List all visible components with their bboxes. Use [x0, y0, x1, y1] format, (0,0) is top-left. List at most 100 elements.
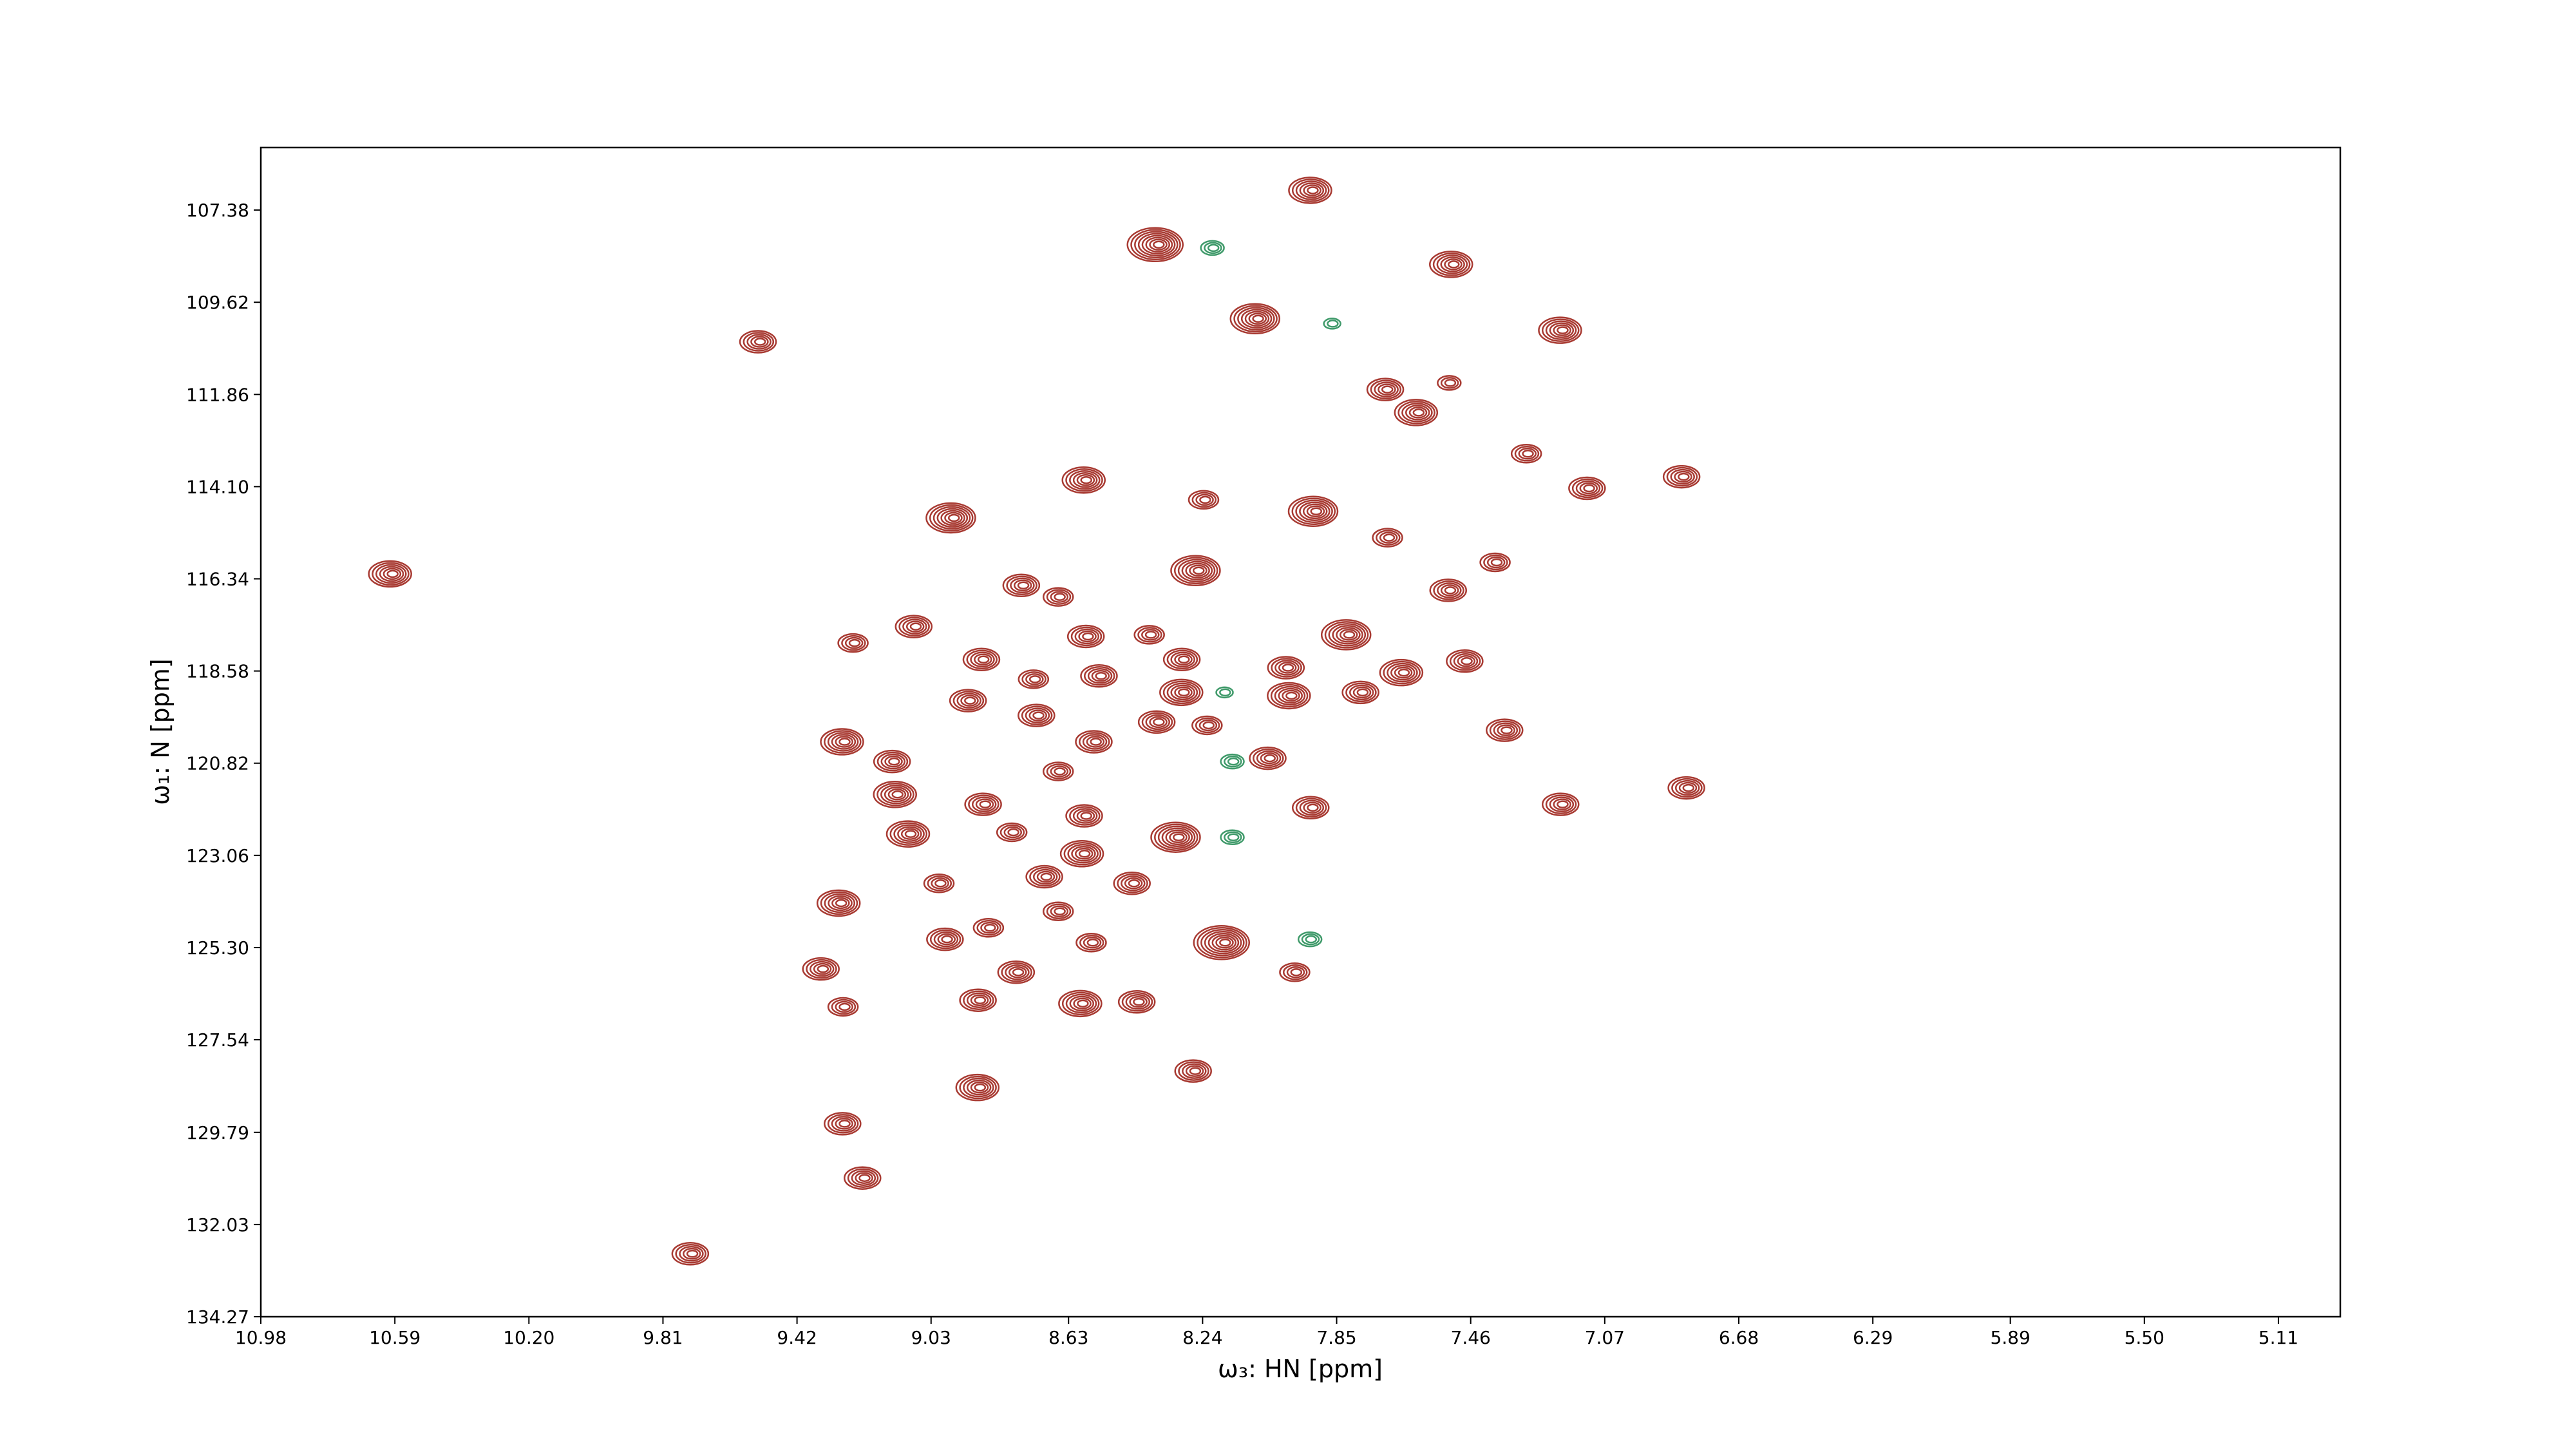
contour-ring [1195, 717, 1220, 734]
contour-ring [1032, 868, 1058, 885]
contour-ring [966, 1079, 992, 1096]
contour-ring [876, 783, 914, 807]
contour-ring [1080, 664, 1118, 688]
contour-ring [895, 615, 933, 638]
contour-ring [1029, 866, 1061, 887]
contour-ring [1124, 877, 1143, 890]
contour-ring [1178, 1061, 1209, 1081]
contour-ring [1149, 716, 1168, 729]
contour-ring [1174, 686, 1193, 699]
contour-ring [1575, 480, 1601, 497]
contour-ring [1307, 186, 1319, 195]
contour-ring [1084, 666, 1115, 686]
contour-ring [1144, 631, 1157, 639]
contour-ring [1557, 800, 1569, 808]
contour-ring [964, 792, 1002, 816]
contour-ring [1433, 580, 1464, 600]
contour-ring [1383, 533, 1396, 542]
contour-ring [1009, 966, 1027, 979]
contour-ring [1086, 939, 1099, 947]
x-tick-label: 10.20 [503, 1327, 554, 1348]
x-tick-label: 6.29 [1853, 1327, 1893, 1348]
contour-ring [1063, 842, 1102, 866]
contour-ring [1432, 253, 1471, 276]
contour-ring [1408, 406, 1428, 419]
x-tick-label: 10.59 [369, 1327, 421, 1348]
contour-ring [1379, 658, 1424, 687]
contour-ring [923, 874, 955, 893]
contour-ring [1542, 792, 1580, 816]
contour-ring [909, 622, 922, 631]
x-tick-label: 8.63 [1048, 1327, 1088, 1348]
contour-ring [1303, 184, 1321, 196]
contour-ring [1170, 651, 1195, 667]
contour-ring [1025, 673, 1044, 685]
contour-ring [1082, 632, 1094, 641]
y-tick-label: 125.30 [186, 937, 249, 959]
contour-ring [1069, 995, 1095, 1012]
contour-ring [1006, 575, 1037, 595]
contour-ring [1074, 628, 1100, 645]
contour-ring [1050, 765, 1069, 778]
contour-ring [1240, 309, 1273, 329]
x-tick-label: 9.81 [643, 1327, 683, 1348]
contour-ring [1058, 989, 1103, 1018]
contour-ring [1310, 507, 1323, 516]
contour-ring [1153, 240, 1165, 249]
contour-ring [1028, 675, 1041, 683]
contour-ring [1279, 962, 1311, 982]
contour-ring [1374, 381, 1399, 397]
contour-ring [1449, 651, 1481, 671]
contour-ring [1174, 1059, 1212, 1083]
contour-ring [1073, 997, 1092, 1010]
contour-ring [820, 728, 864, 756]
contour-ring [966, 992, 992, 1008]
contour-ring [827, 1114, 859, 1134]
contour-ring [1141, 234, 1173, 255]
contour-ring [1305, 935, 1318, 944]
contour-ring [1054, 767, 1066, 776]
contour-ring [1244, 310, 1270, 327]
contour-ring [1224, 831, 1242, 843]
contour-ring [970, 994, 989, 1006]
contour-ring [835, 1000, 853, 1013]
contour-ring [1117, 874, 1148, 893]
contour-ring [931, 877, 949, 890]
contour-ring [1046, 763, 1072, 779]
contour-ring [1270, 683, 1309, 708]
contour-ring [835, 736, 853, 748]
contour-ring [1129, 996, 1148, 1008]
contour-ring [1173, 833, 1185, 841]
contour-ring [1083, 937, 1102, 949]
x-tick-label: 5.50 [2125, 1327, 2164, 1348]
contour-ring [1199, 495, 1211, 504]
contour-ring [1070, 626, 1103, 647]
contour-ring [1182, 1063, 1207, 1079]
contour-ring [1440, 584, 1459, 597]
contour-ring [1678, 472, 1690, 481]
contour-ring [1121, 875, 1146, 892]
contour-ring [1579, 482, 1598, 495]
y-tick-label: 127.54 [186, 1029, 249, 1051]
contour-ring [1137, 710, 1176, 734]
contour-ring [1549, 322, 1575, 338]
contour-ring [1204, 242, 1222, 254]
contour-ring [1332, 625, 1363, 645]
contour-ring [386, 569, 399, 578]
contour-ring [828, 895, 853, 912]
contour-ring [1025, 865, 1063, 889]
contour-ring [1440, 256, 1465, 272]
contour-ring [927, 875, 952, 892]
contour-ring [1383, 660, 1421, 685]
x-tick-label: 5.11 [2259, 1327, 2298, 1348]
contour-ring [683, 1248, 701, 1260]
contour-ring [960, 694, 979, 707]
contour-ring [1012, 968, 1025, 977]
contour-ring [1323, 318, 1341, 330]
contour-ring [976, 920, 1001, 936]
contour-ring [1149, 238, 1168, 251]
contour-ring [1202, 721, 1215, 730]
contour-ring [1444, 586, 1457, 595]
contour-ring [831, 998, 857, 1015]
